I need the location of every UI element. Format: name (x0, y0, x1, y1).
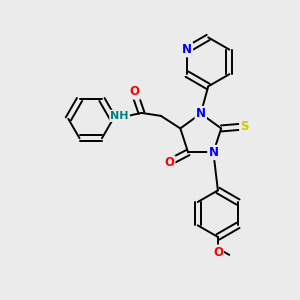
Text: O: O (164, 156, 174, 170)
Text: S: S (240, 120, 249, 134)
Text: O: O (130, 85, 140, 98)
Text: N: N (208, 146, 218, 159)
Text: N: N (182, 43, 192, 56)
Text: N: N (196, 107, 206, 120)
Text: NH: NH (110, 111, 129, 121)
Text: O: O (213, 246, 223, 259)
